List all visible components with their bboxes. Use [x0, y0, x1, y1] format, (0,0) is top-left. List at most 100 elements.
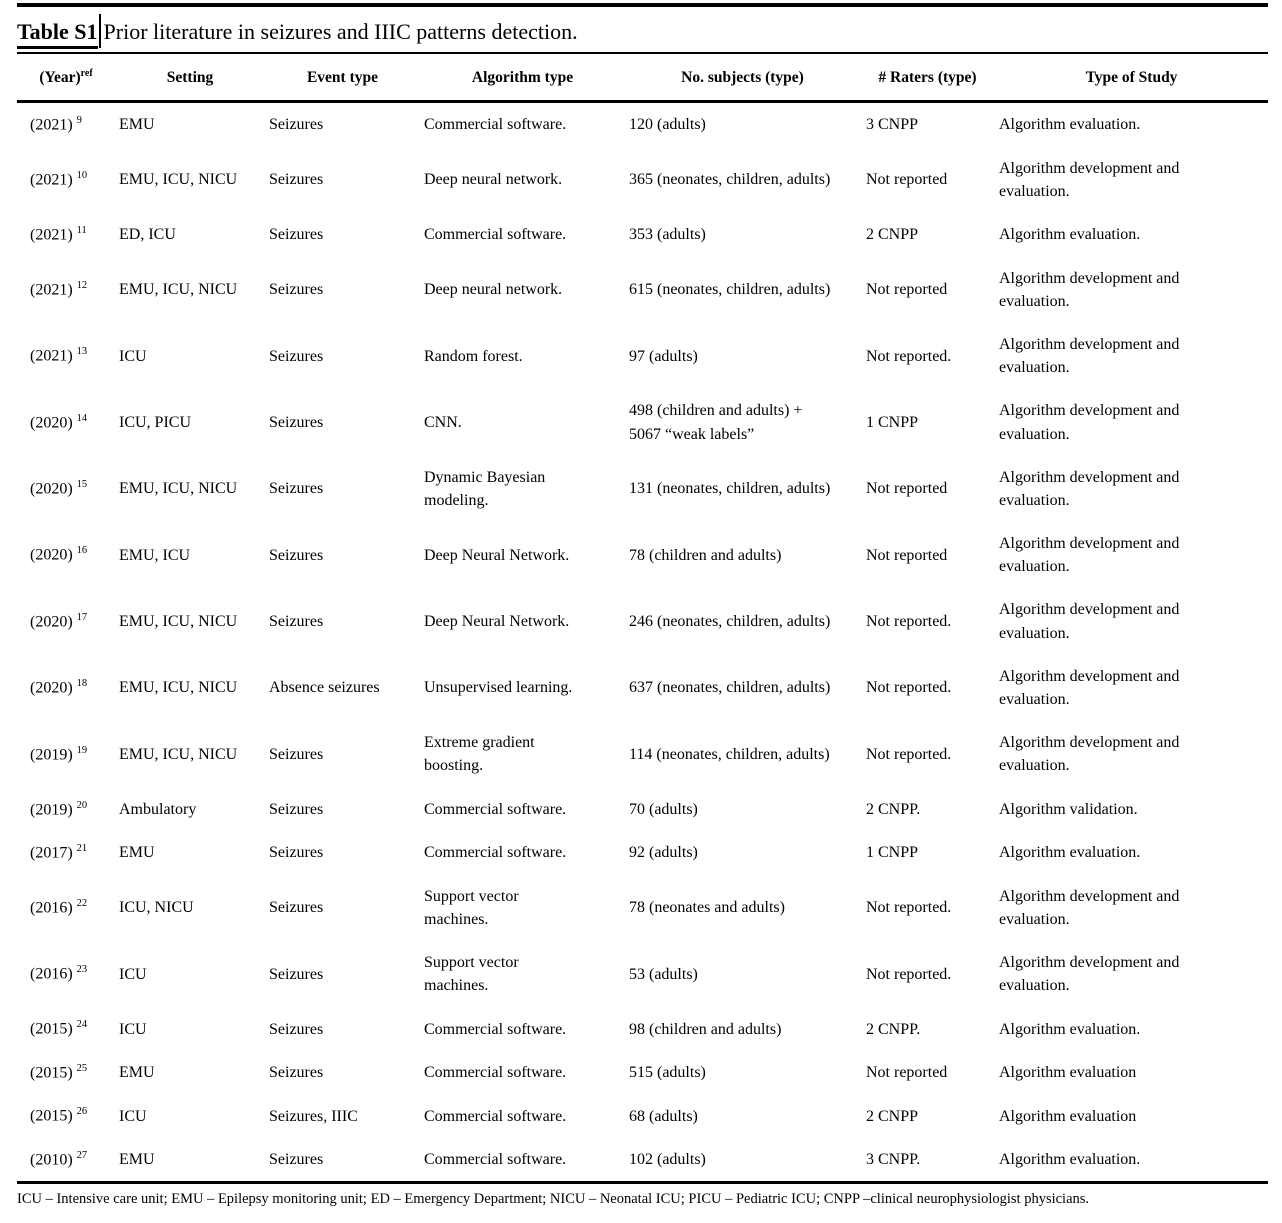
year-cell: (2020) 18 [30, 678, 88, 697]
subjects-cell: 68 (adults) [629, 1107, 698, 1125]
subjects-cell: 70 (adults) [629, 800, 698, 818]
event-cell: Seizures, IIIC [269, 1107, 358, 1125]
subjects-cell: 353 (adults) [629, 226, 706, 244]
study-cell: Algorithm evaluation. [999, 1020, 1141, 1038]
algorithm-cell: Dynamic Bayesian modeling. [424, 468, 546, 509]
year-cell: (2015) 26 [30, 1106, 88, 1125]
year-cell: (2021) 9 [30, 115, 82, 134]
algorithm-cell: Commercial software. [424, 800, 567, 818]
study-cell: Algorithm development and evaluation. [999, 269, 1180, 310]
event-cell: Absence seizures [269, 679, 380, 697]
algorithm-cell: Support vector machines. [424, 953, 519, 995]
reference-superscript: 19 [76, 744, 88, 756]
raters-cell: Not reported [866, 1064, 948, 1082]
reference-superscript: 17 [76, 611, 88, 623]
event-cell: Seizures [269, 226, 324, 244]
reference-superscript: 22 [76, 898, 88, 910]
setting-cell: ICU [119, 1020, 147, 1038]
raters-cell: Not reported. [866, 613, 952, 631]
setting-cell: ED, ICU [119, 226, 176, 244]
raters-cell: Not reported. [866, 679, 952, 697]
table-row: (2017) 21 EMU Seizures Commercial software.… [17, 831, 1268, 875]
study-cell: Algorithm evaluation. [999, 1151, 1141, 1169]
reference-superscript: 11 [76, 225, 87, 237]
raters-cell: Not reported [866, 480, 948, 498]
table-row: (2021) 11 ED, ICU Seizures Commercial softw… [17, 213, 1268, 257]
event-cell: Seizures [269, 1064, 324, 1082]
raters-cell: 3 CNPP. [866, 1151, 921, 1169]
header-row: (Year)ref Setting Event type Algorithm t… [17, 54, 1268, 104]
reference-superscript: 23 [76, 964, 88, 976]
subjects-cell: 97 (adults) [629, 347, 698, 365]
table-row: (2016) 22 ICU, NICU Seizures Support vector… [17, 875, 1268, 941]
text-cursor [98, 14, 101, 48]
col-header-type-of-study: Type of Study [995, 54, 1268, 104]
algorithm-cell: Support vector machines. [424, 887, 519, 928]
setting-cell: Ambulatory [119, 800, 197, 818]
reference-superscript: 18 [76, 678, 88, 690]
setting-cell: EMU [119, 116, 155, 134]
col-header-year: (Year)ref [17, 54, 115, 104]
subjects-cell: 498 (children and adults) + 5067 “weak l… [629, 402, 803, 443]
event-cell: Seizures [269, 413, 324, 431]
year-cell: (2019) 19 [30, 744, 88, 763]
setting-cell: ICU, PICU [119, 413, 192, 431]
event-cell: Seizures [269, 1020, 324, 1038]
year-cell: (2020) 16 [30, 545, 88, 564]
year-cell: (2015) 25 [30, 1062, 88, 1082]
reference-superscript: 24 [76, 1019, 88, 1031]
setting-cell: ICU, NICU [119, 899, 194, 917]
subjects-cell: 53 (adults) [629, 965, 698, 983]
setting-cell: EMU, ICU, NICU [119, 679, 238, 697]
study-cell: Algorithm development and evaluation. [999, 667, 1180, 708]
study-cell: Algorithm development and evaluation. [999, 734, 1180, 775]
table-title-text: Prior literature in seizures and IIIC pa… [103, 19, 578, 44]
setting-cell: ICU [119, 965, 147, 983]
table-row: (2020) 14 ICU, PICU Seizures CNN. 498 (child… [17, 389, 1268, 455]
subjects-cell: 246 (neonates, children, adults) [629, 613, 831, 631]
raters-cell: 2 CNPP. [866, 1020, 921, 1038]
col-header-subjects: No. subjects (type) [625, 54, 860, 104]
reference-superscript: 9 [76, 115, 82, 127]
table-row: (2015) 25 EMU Seizures Commercial software.… [17, 1051, 1268, 1095]
algorithm-cell: Deep Neural Network. [424, 546, 570, 564]
subjects-cell: 114 (neonates, children, adults) [629, 745, 830, 763]
table-row: (2020) 18 EMU, ICU, NICU Absence seizures U… [17, 655, 1268, 721]
subjects-cell: 365 (neonates, children, adults) [629, 171, 831, 189]
col-header-setting: Setting [115, 54, 265, 104]
setting-cell: EMU, ICU, NICU [119, 480, 238, 498]
event-cell: Seizures [269, 965, 324, 983]
year-cell: (2016) 23 [30, 964, 88, 983]
event-cell: Seizures [269, 281, 324, 299]
year-cell: (2020) 14 [30, 412, 88, 432]
reference-superscript: 13 [76, 346, 88, 358]
event-cell: Seizures [269, 844, 324, 862]
event-cell: Seizures [269, 613, 324, 631]
setting-cell: EMU [119, 1151, 155, 1169]
year-cell: (2021) 11 [30, 225, 87, 244]
event-cell: Seizures [269, 800, 324, 818]
subjects-cell: 102 (adults) [629, 1151, 706, 1169]
reference-superscript: 21 [76, 843, 88, 855]
raters-cell: Not reported [866, 546, 948, 564]
year-cell: (2020) 15 [30, 479, 88, 498]
raters-cell: 2 CNPP [866, 1107, 919, 1125]
study-cell: Algorithm development and evaluation. [999, 335, 1180, 377]
study-cell: Algorithm evaluation [999, 1064, 1137, 1082]
raters-cell: Not reported [866, 171, 948, 189]
year-cell: (2021) 13 [30, 346, 88, 365]
event-cell: Seizures [269, 899, 324, 917]
algorithm-cell: Commercial software. [424, 1064, 567, 1082]
algorithm-cell: Random forest. [424, 347, 523, 365]
col-header-raters: # Raters (type) [860, 54, 995, 104]
event-cell: Seizures [269, 546, 324, 564]
study-cell: Algorithm validation. [999, 800, 1138, 818]
event-cell: Seizures [269, 171, 324, 189]
year-ref-superscript: ref [80, 68, 93, 79]
raters-cell: Not reported. [866, 899, 952, 917]
subjects-cell: 78 (children and adults) [629, 546, 782, 564]
table-row: (2019) 19 EMU, ICU, NICU Seizures Extreme g… [17, 721, 1268, 787]
reference-superscript: 27 [76, 1149, 88, 1161]
setting-cell: EMU, ICU, NICU [119, 281, 238, 299]
study-cell: Algorithm evaluation [999, 1107, 1137, 1125]
